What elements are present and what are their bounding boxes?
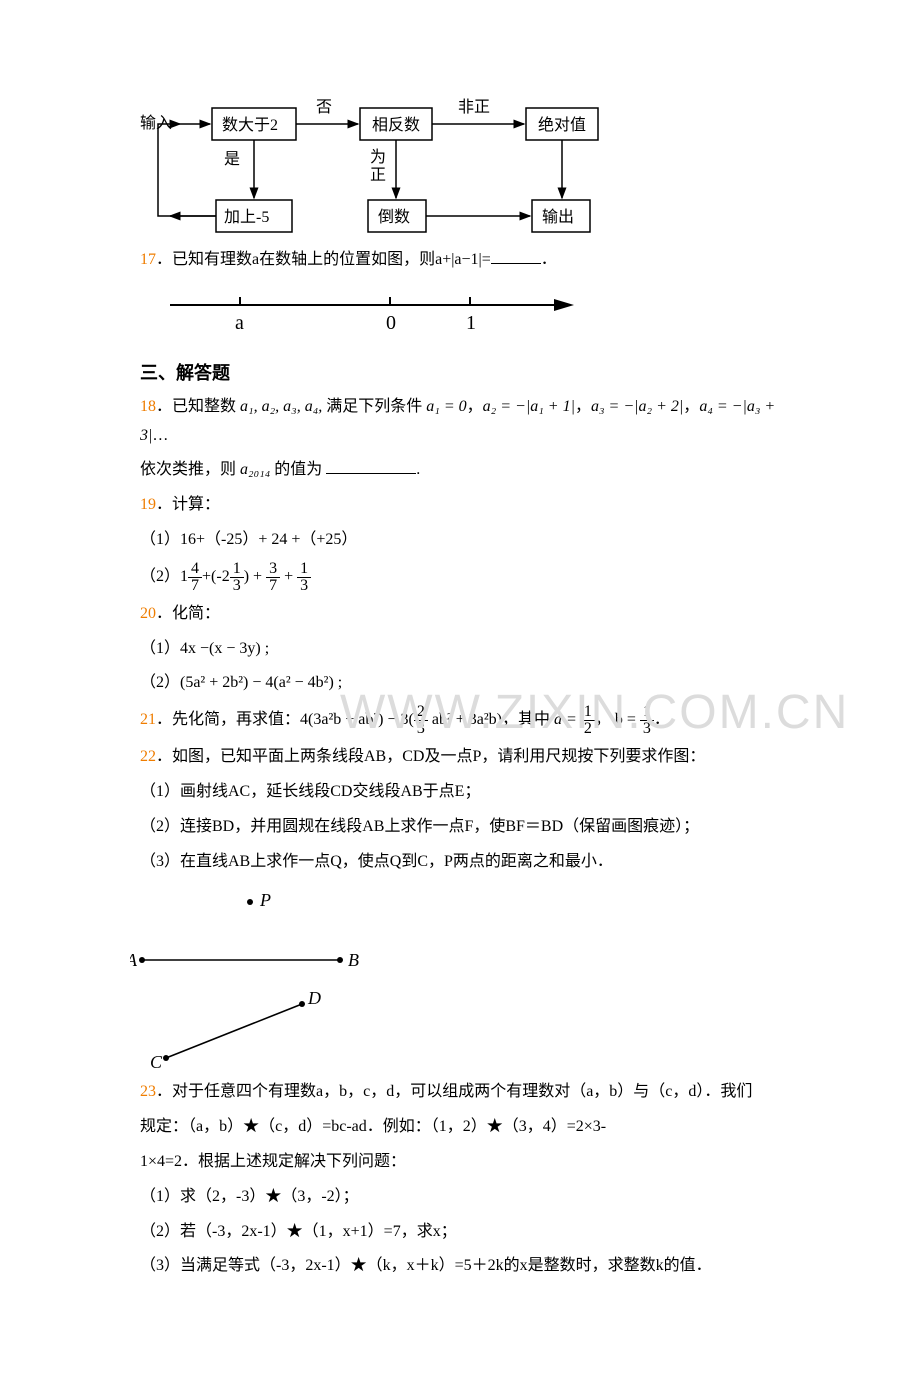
q19-p1: （1）16+（-25）+ 24 +（+25） [140, 526, 780, 555]
svg-text:C: C [150, 1052, 163, 1072]
q22-lead: 22．如图，已知平面上两条线段AB，CD及一点P，请利用尺规按下列要求作图： [140, 743, 780, 772]
q23-num: 23 [140, 1083, 156, 1100]
section-3-title: 三、解答题 [140, 359, 780, 385]
q20-p1: （1）4x −(x − 3y) ; [140, 635, 780, 664]
fc-pos-label1: 为 [370, 148, 386, 166]
q17-axis: a 0 1 [160, 285, 590, 345]
svg-text:数大于2: 数大于2 [222, 116, 278, 134]
svg-text:是: 是 [224, 151, 240, 168]
svg-text:加上-5: 加上-5 [224, 208, 269, 226]
svg-text:相反数: 相反数 [372, 116, 420, 134]
q22-p1: （1）画射线AC，延长线段CD交线段AB于点E； [140, 778, 780, 807]
svg-text:B: B [348, 950, 359, 970]
q23-p3: （3）当满足等式（-3，2x-1）★（k，x＋k）=5＋2k的x是整数时，求整数… [140, 1252, 780, 1281]
q19-lead: 19．计算： [140, 491, 780, 520]
svg-text:非正: 非正 [458, 98, 490, 116]
q17-num: 17 [140, 251, 156, 268]
svg-text:输出: 输出 [542, 208, 574, 226]
flowchart-diagram: .btxt{font-family:SimSun,serif;font-size… [140, 90, 610, 240]
q19-num: 19 [140, 496, 156, 513]
svg-text:a: a [235, 312, 244, 334]
q23-p2: （2）若（-3，2x-1）★（1，x+1）=7，求x； [140, 1218, 780, 1247]
q23-l2: 规定：（a，b）★（c，d）=bc-ad．例如：（1，2）★（3，4）=2×3- [140, 1113, 780, 1142]
svg-text:D: D [307, 988, 321, 1008]
svg-text:0: 0 [386, 312, 396, 334]
svg-text:绝对值: 绝对值 [538, 116, 586, 134]
fc-input-text: 输入 [140, 114, 172, 132]
q23-l1: 23．对于任意四个有理数a，b，c，d，可以组成两个有理数对（a，b）与（c，d… [140, 1078, 780, 1107]
q22-num: 22 [140, 748, 156, 765]
q18-line1: 18．已知整数 a₁, a₂, a₃, a₄, 满足下列条件 a₁ = 0，a₂… [140, 393, 780, 451]
q23-l3: 1×4=2．根据上述规定解决下列问题： [140, 1148, 780, 1177]
q17-line: 17．已知有理数a在数轴上的位置如图，则a+|a−1|=． [140, 246, 780, 275]
svg-text:倒数: 倒数 [378, 208, 410, 226]
fc-arrow-back [158, 124, 216, 216]
q20-lead: 20．化简： [140, 600, 780, 629]
q22-p2: （2）连接BD，并用圆规在线段AB上求作一点F，使BF＝BD（保留画图痕迹）； [140, 813, 780, 842]
svg-text:否: 否 [316, 99, 332, 116]
q18-num: 18 [140, 398, 156, 415]
q19-p2: （2）147+(-213) + 37 + 13 [140, 561, 780, 594]
q20-num: 20 [140, 605, 156, 622]
fc-pos-label2: 正 [370, 167, 386, 184]
q18-line2: 依次类推，则 a₂₀₁₄ 的值为 . [140, 456, 780, 485]
q22-p3: （3）在直线AB上求作一点Q，使点Q到C，P两点的距离之和最小． [140, 848, 780, 877]
q23-p1: （1）求（2，-3）★（3，-2）； [140, 1183, 780, 1212]
q17-blank [491, 248, 541, 264]
svg-text:A: A [130, 950, 138, 970]
q18-blank [326, 458, 416, 474]
q22-figure: .fl{font-family:'Times New Roman';font-s… [130, 882, 390, 1072]
q21-line: 21．先化简，再求值：4(3a²b − ab²) − 3(23 ab² + 3a… [140, 704, 780, 737]
svg-text:P: P [259, 890, 271, 910]
svg-text:1: 1 [466, 312, 476, 334]
q20-p2: （2）(5a² + 2b²) − 4(a² − 4b²) ; [140, 669, 780, 698]
q21-num: 21 [140, 711, 156, 728]
